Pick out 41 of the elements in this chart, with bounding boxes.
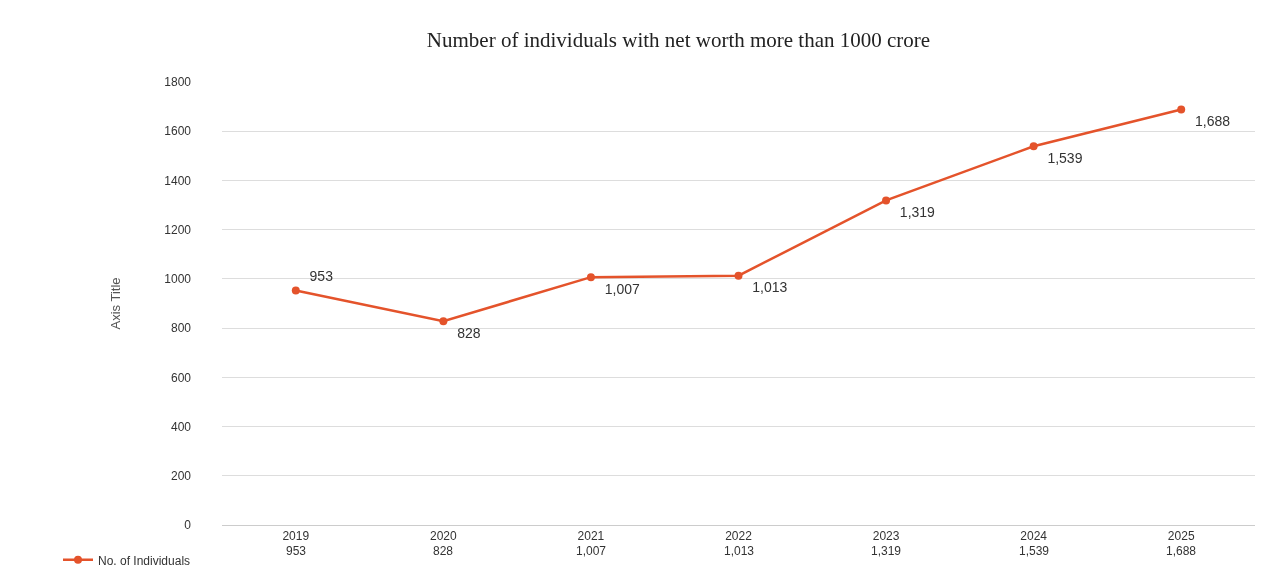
data-label: 1,688 (1166, 544, 1197, 558)
y-tick-label: 0 (184, 518, 192, 533)
point (291, 286, 300, 295)
legend-label: No. of Individuals (98, 553, 191, 568)
x-tick-label: 2023 (872, 529, 900, 544)
text: 1,007 (604, 280, 640, 297)
point (882, 196, 891, 205)
x-tick-label: 2021 (577, 529, 605, 544)
y-tick-label: 200 (170, 468, 192, 483)
data-label: 1,319 (871, 544, 902, 558)
text: 953 (309, 267, 333, 284)
point (734, 271, 743, 280)
data-label: 828 (433, 544, 454, 558)
y-tick-label: 800 (170, 321, 192, 336)
y-tick-label: 1200 (164, 222, 192, 237)
y-tick-label: 1400 (164, 173, 192, 188)
point (439, 317, 448, 326)
x-tick-label: 2024 (1020, 529, 1048, 544)
x-tick-label: 2025 (1167, 529, 1195, 544)
text: 828 (457, 324, 481, 341)
data-label: 1,007 (576, 544, 607, 558)
y-tick-label: 1800 (164, 75, 192, 90)
y-tick-label: 1000 (164, 272, 192, 287)
y-tick-label: 400 (170, 419, 192, 434)
data-label: 1,013 (724, 544, 755, 558)
y-tick-label: 600 (170, 370, 192, 385)
text: 1,539 (1047, 149, 1083, 166)
x-tick-label: 2019 (282, 529, 310, 544)
y-axis-title: Axis Title (108, 277, 124, 330)
data-label: 1,539 (1019, 544, 1050, 558)
chart-title: Number of individuals with net worth more than 1000 crore (426, 28, 931, 53)
point (1177, 105, 1186, 114)
point (586, 273, 595, 282)
point (1029, 142, 1038, 151)
x-tick-label: 2022 (725, 529, 753, 544)
text: 1,013 (752, 279, 788, 296)
data-label: 953 (286, 544, 307, 558)
x-tick-label: 2020 (430, 529, 458, 544)
text: 1,319 (899, 203, 935, 220)
y-tick-label: 1600 (164, 124, 192, 139)
text: 1,688 (1194, 113, 1231, 130)
